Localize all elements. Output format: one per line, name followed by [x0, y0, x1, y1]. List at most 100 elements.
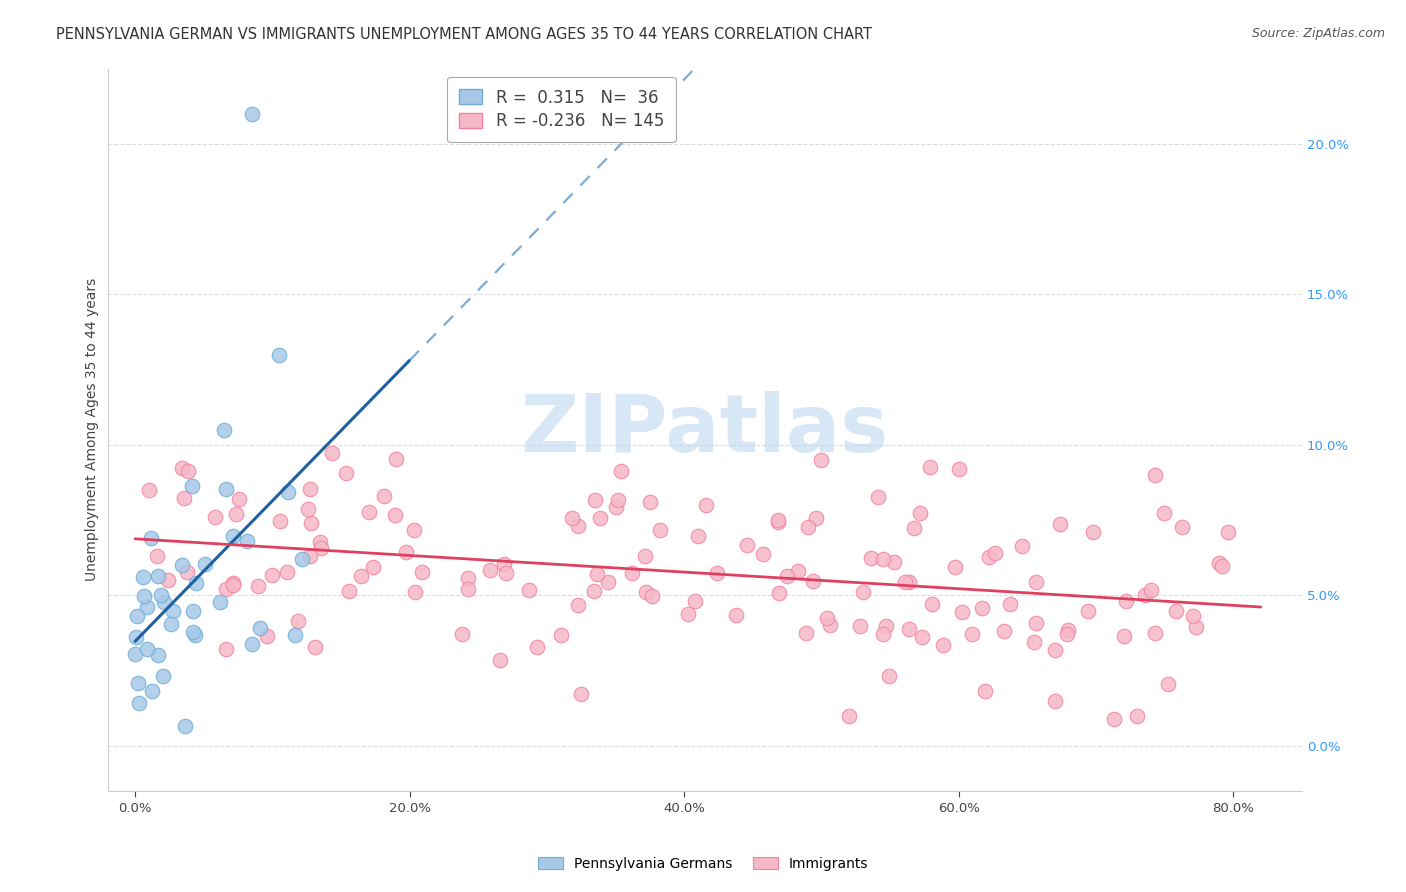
Point	[132, 570, 155, 584]
Point	[1011, 539, 1033, 553]
Text: ZIPatlas: ZIPatlas	[520, 391, 889, 469]
Point	[875, 618, 897, 632]
Point	[184, 576, 207, 591]
Point	[162, 603, 184, 617]
Point	[156, 573, 179, 587]
Point	[1140, 583, 1163, 598]
Point	[222, 577, 245, 591]
Point	[974, 684, 997, 698]
Point	[1049, 517, 1071, 532]
Point	[1185, 620, 1208, 634]
Point	[583, 492, 606, 507]
Point	[898, 622, 921, 636]
Point	[866, 491, 889, 505]
Point	[451, 627, 474, 641]
Point	[586, 567, 609, 582]
Point	[972, 601, 994, 615]
Point	[801, 574, 824, 588]
Point	[894, 574, 917, 589]
Point	[582, 583, 605, 598]
Point	[222, 529, 245, 543]
Point	[898, 575, 921, 590]
Point	[1025, 574, 1047, 589]
Point	[495, 566, 517, 581]
Point	[1153, 507, 1175, 521]
Point	[921, 598, 943, 612]
Point	[149, 588, 172, 602]
Point	[269, 514, 291, 528]
Point	[311, 541, 333, 555]
Point	[621, 566, 644, 580]
Point	[1025, 616, 1047, 631]
Point	[1043, 694, 1066, 708]
Point	[298, 482, 321, 496]
Point	[204, 510, 226, 524]
Point	[402, 523, 425, 537]
Point	[607, 493, 630, 508]
Point	[159, 617, 181, 632]
Point	[291, 551, 314, 566]
Point	[411, 565, 433, 579]
Point	[299, 516, 322, 530]
Point	[309, 535, 332, 549]
Point	[176, 566, 198, 580]
Point	[776, 569, 799, 583]
Point	[838, 708, 860, 723]
Point	[1211, 559, 1233, 574]
Point	[132, 589, 155, 603]
Point	[1022, 635, 1045, 649]
Point	[1043, 643, 1066, 657]
Point	[610, 465, 633, 479]
Point	[993, 624, 1015, 638]
Point	[648, 524, 671, 538]
Point	[228, 491, 250, 506]
Point	[725, 607, 748, 622]
Point	[277, 484, 299, 499]
Point	[768, 513, 790, 527]
Point	[685, 594, 707, 608]
Point	[1077, 604, 1099, 618]
Point	[1056, 626, 1078, 640]
Point	[1126, 709, 1149, 723]
Point	[737, 539, 759, 553]
Point	[526, 640, 548, 655]
Point	[706, 566, 728, 580]
Point	[948, 462, 970, 476]
Point	[1081, 524, 1104, 539]
Point	[605, 500, 627, 515]
Point	[361, 560, 384, 574]
Point	[883, 555, 905, 569]
Point	[208, 595, 231, 609]
Point	[751, 547, 773, 561]
Point	[173, 491, 195, 506]
Point	[979, 549, 1001, 564]
Point	[918, 460, 941, 475]
Text: Source: ZipAtlas.com: Source: ZipAtlas.com	[1251, 27, 1385, 40]
Legend: R =  0.315   N=  36, R = -0.236   N= 145: R = 0.315 N= 36, R = -0.236 N= 145	[447, 77, 676, 142]
Point	[550, 628, 572, 642]
Point	[478, 563, 501, 577]
Point	[903, 521, 925, 535]
Point	[768, 586, 790, 600]
Point	[596, 575, 619, 590]
Point	[373, 489, 395, 503]
Point	[384, 508, 406, 522]
Point	[212, 423, 235, 437]
Point	[395, 545, 418, 559]
Point	[1218, 525, 1240, 540]
Point	[492, 557, 515, 571]
Point	[184, 628, 207, 642]
Point	[641, 590, 664, 604]
Point	[247, 579, 270, 593]
Point	[128, 697, 150, 711]
Point	[304, 640, 326, 655]
Point	[180, 479, 202, 493]
Point	[561, 510, 583, 524]
Point	[588, 510, 610, 524]
Point	[225, 508, 247, 522]
Point	[287, 614, 309, 628]
Point	[950, 605, 973, 619]
Point	[138, 483, 160, 497]
Point	[350, 568, 373, 582]
Point	[335, 466, 357, 480]
